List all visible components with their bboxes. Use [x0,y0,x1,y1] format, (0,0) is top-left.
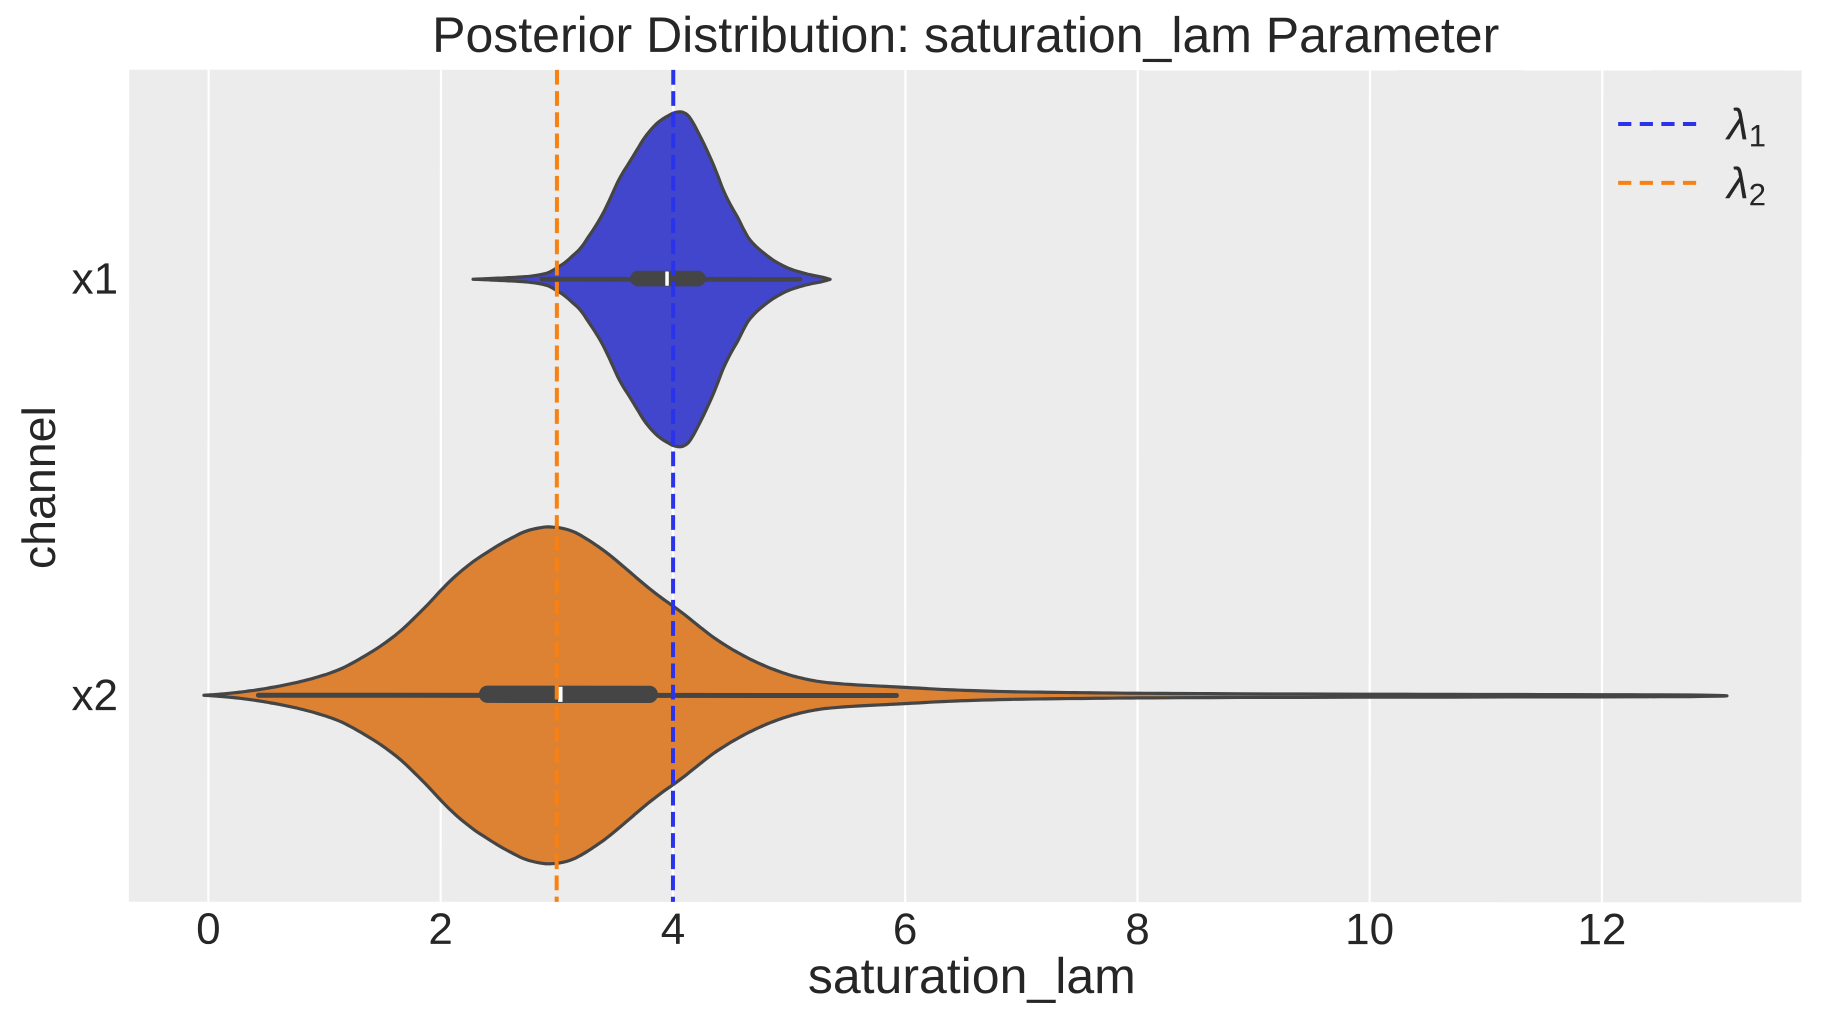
svg-text:x2: x2 [71,671,118,720]
svg-text:x1: x1 [72,255,119,304]
svg-text:12: 12 [1577,905,1626,954]
svg-text:0: 0 [196,905,221,954]
svg-text:8: 8 [1125,905,1150,954]
svg-text:6: 6 [893,905,918,954]
svg-text:saturation_lam: saturation_lam [808,948,1136,1004]
svg-text:channel: channel [13,406,65,569]
svg-text:4: 4 [661,905,686,954]
svg-text:Posterior Distribution: satura: Posterior Distribution: saturation_lam P… [432,7,1499,63]
svg-text:2: 2 [428,905,453,954]
svg-text:10: 10 [1345,905,1394,954]
